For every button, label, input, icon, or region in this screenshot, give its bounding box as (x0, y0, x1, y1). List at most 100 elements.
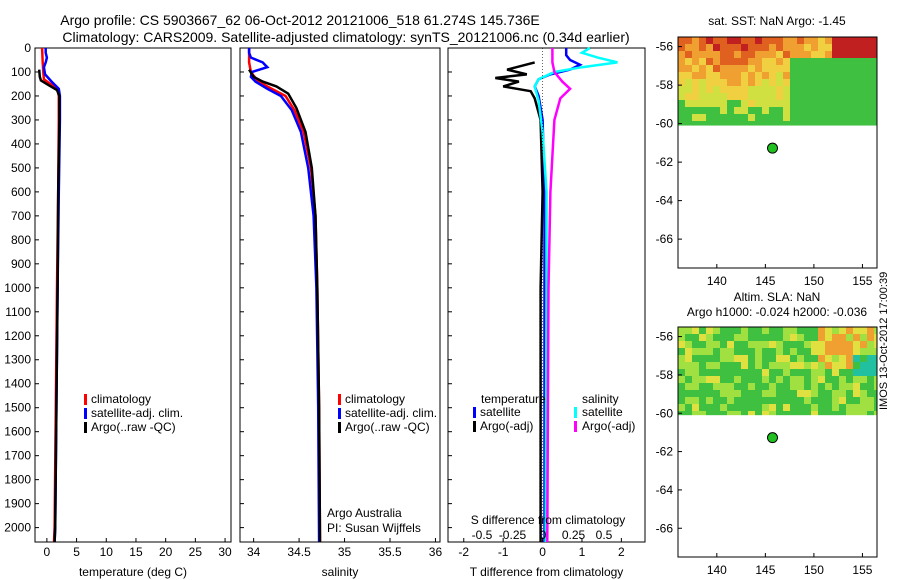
salinity-legend-swatch (338, 394, 341, 405)
sla_map-ytick-label: -64 (656, 483, 674, 497)
temperature-legend-swatch (84, 394, 87, 405)
difference-series-s-satellite (533, 46, 618, 543)
difference-xtick-label: 1 (579, 545, 586, 559)
temperature-ytick-label: 2000 (4, 521, 31, 535)
difference-legend-item: satellite (582, 405, 623, 419)
difference-legend-header: temperature (481, 392, 546, 406)
salinity-frame (239, 47, 441, 543)
sla_map-border (677, 326, 878, 558)
difference-legend-swatch (473, 421, 476, 432)
difference-xtick-label: 2 (618, 545, 625, 559)
temperature-xtick-label: 25 (189, 545, 203, 559)
temperature-ytick-label: 1900 (4, 497, 31, 511)
temperature-ytick-label: 700 (11, 209, 31, 223)
difference-xtick-top-label: -0.25 (499, 528, 527, 542)
salinity-legend-swatch (338, 422, 341, 433)
sst-map-title: sat. SST: NaN Argo: -1.45 (708, 14, 846, 28)
difference-legend-swatch (473, 407, 476, 418)
temperature-xlabel: temperature (deg C) (79, 565, 187, 579)
difference-xtick-top-label: 0 (540, 528, 547, 542)
temperature-legend-swatch (84, 408, 87, 419)
difference-xlabel: T difference from climatology (470, 565, 624, 579)
salinity-legend-item: Argo(..raw -QC) (345, 420, 430, 434)
difference-legend-header: salinity (582, 392, 619, 406)
sst_map-xtick-label: 155 (852, 274, 872, 288)
temperature-xtick-label: 10 (100, 545, 114, 559)
temperature-ytick-label: 300 (11, 113, 31, 127)
sst_map-xtick-label: 150 (804, 274, 824, 288)
temperature-xtick-label: 15 (129, 545, 143, 559)
temperature-xtick-label: 30 (218, 545, 232, 559)
sla-map-title-2: Argo h1000: -0.024 h2000: -0.036 (687, 305, 867, 319)
difference-xtick-top-label: 0.5 (596, 528, 613, 542)
difference-xtick-top-label: -0.5 (472, 528, 493, 542)
difference-legend-item: Argo(-adj) (582, 419, 635, 433)
temperature-ytick-label: 1400 (4, 377, 31, 391)
salinity-xtick-label: 35 (338, 545, 352, 559)
title-line-2: Climatology: CARS2009. Satellite-adjuste… (62, 29, 630, 45)
difference-xlabel-top: S difference from climatology (471, 513, 626, 527)
temperature-legend-item: Argo(..raw -QC) (91, 420, 176, 434)
temperature-ytick-label: 800 (11, 233, 31, 247)
temperature-xtick-label: 5 (73, 545, 80, 559)
sla-map-title-1: Altim. SLA: NaN (734, 290, 821, 304)
temperature-ytick-label: 1600 (4, 425, 31, 439)
salinity-xtick-label: 36 (429, 545, 443, 559)
temperature-ytick-label: 1100 (5, 305, 31, 319)
temperature-frame (34, 47, 232, 543)
temperature-legend-swatch (84, 422, 87, 433)
sst_map-xtick-label: 140 (707, 274, 727, 288)
temperature-legend-item: satellite-adj. clim. (91, 406, 183, 420)
temperature-xtick-label: 20 (159, 545, 173, 559)
salinity-annotation: Argo Australia (327, 506, 402, 520)
temperature-ytick-label: 1500 (4, 401, 31, 415)
sla_map-xtick-label: 145 (755, 563, 775, 577)
sla_map-xtick-label: 140 (707, 563, 727, 577)
salinity-legend-item: satellite-adj. clim. (345, 406, 437, 420)
salinity-xtick-label: 34 (247, 545, 261, 559)
salinity-series-argo-raw-qc- (248, 68, 322, 543)
salinity-xtick-label: 34.5 (287, 545, 311, 559)
temperature-ytick-label: 1700 (4, 449, 31, 463)
salinity-annotation: PI: Susan Wijffels (327, 521, 421, 535)
sst_map-xtick-label: 145 (755, 274, 775, 288)
sla_map-ytick-label: -60 (656, 406, 674, 420)
sst_map-ytick-label: -56 (656, 40, 674, 54)
title-line-1: Argo profile: CS 5903667_62 06-Oct-2012 … (60, 12, 540, 28)
sst_map-ytick-label: -62 (656, 155, 674, 169)
sst_map-ytick-label: -66 (656, 232, 674, 246)
sst_map-ytick-label: -64 (656, 194, 674, 208)
temperature-ytick-label: 1300 (4, 353, 31, 367)
sst_map-ytick-label: -58 (656, 78, 674, 92)
temperature-ytick-label: 1800 (4, 473, 31, 487)
difference-legend-item: satellite (480, 405, 521, 419)
temperature-ytick-label: 900 (11, 257, 31, 271)
difference-legend-swatch (574, 407, 577, 418)
temperature-ytick-label: 100 (11, 65, 31, 79)
difference-xtick-label: -2 (458, 545, 469, 559)
difference-legend-swatch (574, 421, 577, 432)
difference-xtick-top-label: 0.25 (562, 528, 586, 542)
difference-series-s-argo-adj- (546, 48, 572, 543)
salinity-series-satellite-adj-clim- (247, 48, 321, 543)
salinity-legend-item: climatology (345, 392, 405, 406)
difference-legend-item: Argo(-adj) (480, 419, 533, 433)
temperature-ytick-label: 200 (11, 89, 31, 103)
sst_map-argo-marker (767, 142, 779, 154)
sla_map-ytick-label: -66 (656, 521, 674, 535)
temperature-ytick-label: 600 (11, 185, 31, 199)
temperature-ytick-label: 1000 (4, 281, 31, 295)
sla_map-field (678, 327, 877, 416)
salinity-xtick-label: 35.5 (378, 545, 402, 559)
sst_map-ytick-label: -60 (656, 117, 674, 131)
sla_map-xtick-label: 155 (852, 563, 872, 577)
sla_map-ytick-label: -62 (656, 445, 674, 459)
sla_map-ytick-label: -58 (656, 368, 674, 382)
sst_map-field (678, 37, 877, 126)
temperature-ytick-label: 0 (24, 41, 31, 55)
timestamp-stamp: IMOS 13-Oct-2012 17:00:39 (878, 271, 890, 410)
difference-xtick-label: 0 (539, 545, 546, 559)
sla_map-ytick-label: -56 (656, 330, 674, 344)
difference-xtick-label: -1 (498, 545, 509, 559)
